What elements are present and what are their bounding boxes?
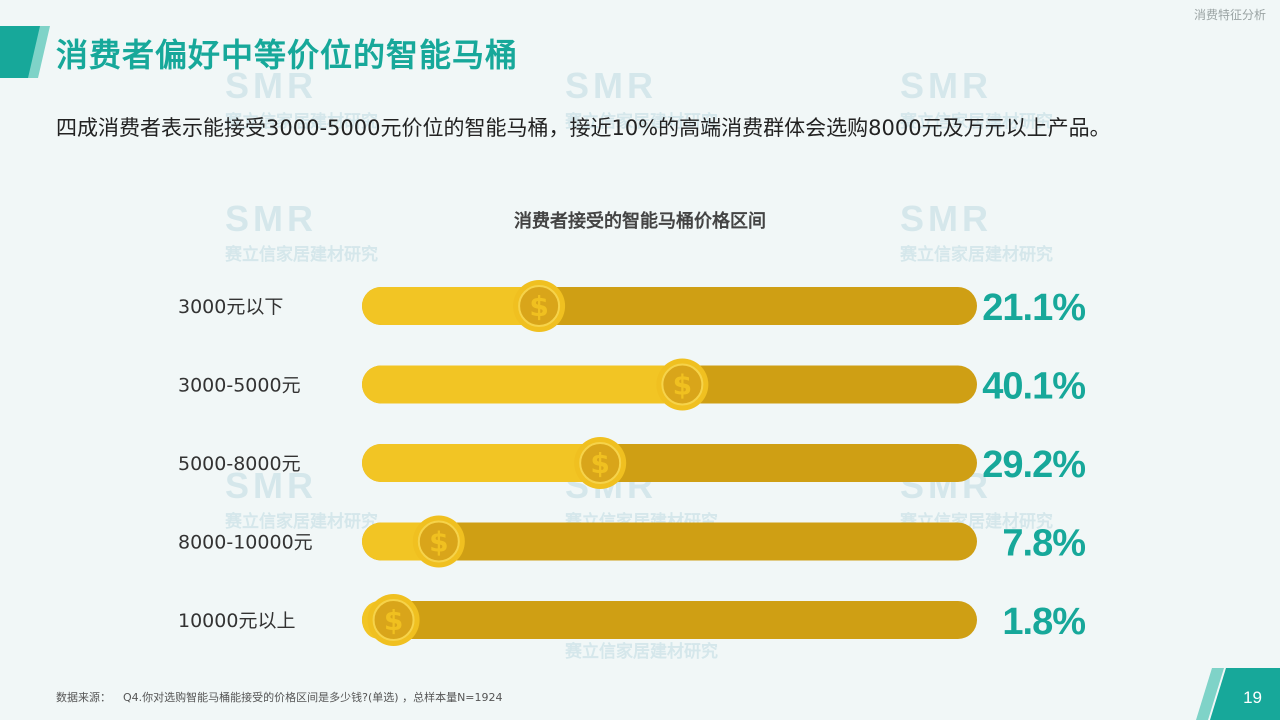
svg-text:$: $ <box>429 526 448 559</box>
source-text: Q4.你对选购智能马桶能接受的价格区间是多少钱?(单选) ，总样本量N=1924 <box>123 691 503 704</box>
bar-row: 5000-8000元 $29.2% <box>178 437 1086 489</box>
dollar-coin-icon: $ <box>656 358 709 411</box>
bar-row: 3000元以下 $21.1% <box>178 280 1086 332</box>
title-accent-shape <box>0 26 50 78</box>
value-label: 1.8% <box>1002 601 1085 643</box>
bar-row: 10000元以上 $1.8% <box>178 594 1086 646</box>
dollar-coin-icon: $ <box>367 594 420 646</box>
svg-text:$: $ <box>673 369 692 402</box>
svg-text:$: $ <box>384 604 403 637</box>
svg-text:$: $ <box>529 290 548 323</box>
category-label: 10000元以上 <box>178 610 295 632</box>
category-label: 5000-8000元 <box>178 453 301 475</box>
dollar-coin-icon: $ <box>513 280 566 332</box>
summary-text: 四成消费者表示能接受3000-5000元价位的智能马桶，接近10%的高端消费群体… <box>56 116 1111 140</box>
page-badge <box>1196 668 1280 720</box>
bar-row: 3000-5000元 $40.1% <box>178 358 1086 411</box>
bar-fill <box>362 287 542 325</box>
category-label: 8000-10000元 <box>178 532 313 554</box>
value-label: 40.1% <box>982 366 1085 408</box>
chart-title: 消费者接受的智能马桶价格区间 <box>514 211 766 232</box>
bar-fill <box>362 444 603 482</box>
value-label: 21.1% <box>982 287 1085 329</box>
section-label: 消费特征分析 <box>1193 8 1266 22</box>
bar-track <box>362 601 977 639</box>
category-label: 3000-5000元 <box>178 375 301 397</box>
source-label: 数据来源： <box>56 691 111 704</box>
bar-row: 8000-10000元 $7.8% <box>178 515 1086 568</box>
category-label: 3000元以下 <box>178 296 283 318</box>
bar-fill <box>362 365 685 404</box>
dollar-coin-icon: $ <box>574 437 627 489</box>
bar-track <box>362 522 977 561</box>
value-label: 7.8% <box>1002 523 1085 565</box>
data-source: 数据来源： Q4.你对选购智能马桶能接受的价格区间是多少钱?(单选) ，总样本量N… <box>56 689 503 705</box>
dollar-coin-icon: $ <box>412 515 465 568</box>
svg-text:$: $ <box>590 447 609 480</box>
page-title: 消费者偏好中等价位的智能马桶 <box>56 36 519 74</box>
page-number: 19 <box>1243 688 1262 707</box>
value-label: 29.2% <box>982 444 1085 486</box>
